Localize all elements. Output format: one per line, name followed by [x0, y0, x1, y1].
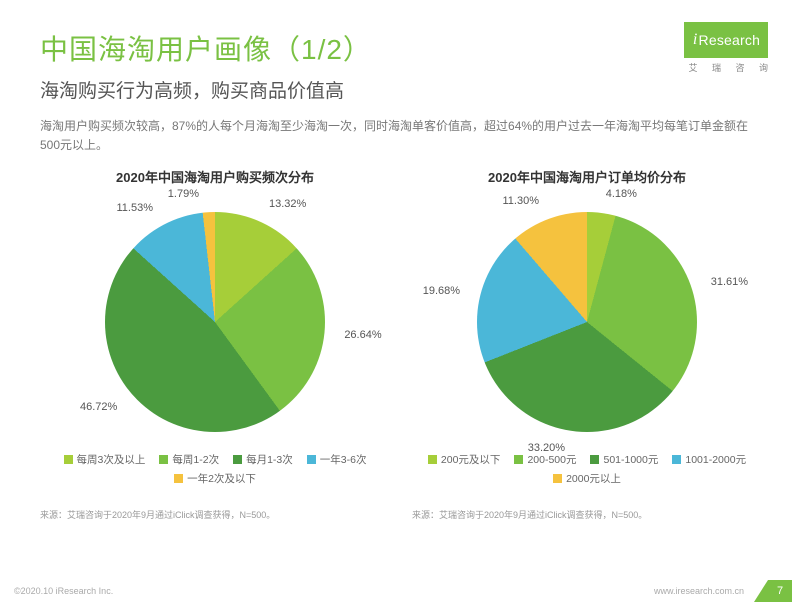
page-title: 中国海淘用户画像（1/2） [40, 28, 762, 68]
chart2-pie [477, 212, 697, 432]
source-row: 来源：艾瑞咨询于2020年9月通过iClick调查获得，N=500。 来源：艾瑞… [40, 496, 762, 521]
legend-label: 每月1-3次 [246, 452, 293, 467]
legend-swatch [64, 455, 73, 464]
chart1-pie [105, 212, 325, 432]
pie-slice-label: 11.30% [502, 195, 539, 207]
pie-slice-label: 33.20% [528, 442, 565, 454]
legend-swatch [553, 474, 562, 483]
chart2-pie-wrap: 4.18%31.61%33.20%19.68%11.30% [457, 192, 717, 452]
logo-subtext: 艾 瑞 咨 询 [684, 61, 774, 74]
legend-swatch [159, 455, 168, 464]
legend-swatch [307, 455, 316, 464]
chart2-source: 来源：艾瑞咨询于2020年9月通过iClick调查获得，N=500。 [412, 508, 762, 521]
legend-label: 每周1-2次 [172, 452, 219, 467]
pie-slice-label: 19.68% [423, 285, 460, 297]
footer-copyright: ©2020.10 iResearch Inc. [14, 586, 113, 596]
chart-frequency: 2020年中国海淘用户购买频次分布 13.32%26.64%46.72%11.5… [40, 167, 390, 486]
chart1-legend: 每周3次及以上 每周1-2次 每月1-3次 一年3-6次一年2次及以下 [40, 452, 390, 486]
legend-item: 一年3-6次 [307, 452, 367, 467]
chart-order-value: 2020年中国海淘用户订单均价分布 4.18%31.61%33.20%19.68… [412, 167, 762, 486]
legend-item: 200元及以下 [428, 452, 501, 467]
pie-slice-label: 26.64% [344, 329, 381, 341]
chart2-title: 2020年中国海淘用户订单均价分布 [412, 167, 762, 186]
legend-item: 每周3次及以上 [64, 452, 146, 467]
legend-label: 一年3-6次 [320, 452, 367, 467]
brand-logo: iResearch 艾 瑞 咨 询 [684, 22, 774, 74]
pie-slice-label: 31.61% [711, 276, 748, 288]
slide-footer: ©2020.10 iResearch Inc. www.iresearch.co… [0, 580, 802, 602]
legend-item: 200-500元 [514, 452, 576, 467]
page-number: 7 [768, 580, 792, 602]
legend-swatch [672, 455, 681, 464]
page-subtitle: 海淘购买行为高频，购买商品价值高 [40, 76, 762, 103]
logo-i: i [693, 31, 698, 49]
logo-box: iResearch [684, 22, 768, 58]
page-description: 海淘用户购买频次较高，87%的人每个月海淘至少海淘一次，同时海淘单客价值高，超过… [40, 117, 760, 155]
legend-swatch [174, 474, 183, 483]
footer-domain: www.iresearch.com.cn [654, 586, 744, 596]
pie-slice-label: 13.32% [269, 198, 306, 210]
pie-slice-label: 11.53% [116, 202, 153, 214]
legend-swatch [514, 455, 523, 464]
pie-slice-label: 4.18% [606, 188, 637, 200]
slide-page: iResearch 艾 瑞 咨 询 中国海淘用户画像（1/2） 海淘购买行为高频… [0, 0, 802, 602]
legend-label: 一年2次及以下 [187, 471, 256, 486]
legend-label: 2000元以上 [566, 471, 621, 486]
legend-item: 每周1-2次 [159, 452, 219, 467]
charts-row: 2020年中国海淘用户购买频次分布 13.32%26.64%46.72%11.5… [40, 167, 762, 486]
legend-swatch [233, 455, 242, 464]
chart1-pie-wrap: 13.32%26.64%46.72%11.53%1.79% [85, 192, 345, 452]
legend-swatch [590, 455, 599, 464]
legend-label: 200-500元 [527, 452, 576, 467]
page-number-triangle [754, 580, 768, 602]
pie-slice-label: 1.79% [168, 188, 199, 200]
legend-item: 2000元以上 [553, 471, 621, 486]
footer-right: www.iresearch.com.cn 7 [654, 580, 792, 602]
legend-swatch [428, 455, 437, 464]
logo-text: Research [699, 32, 761, 48]
legend-item: 一年2次及以下 [174, 471, 256, 486]
legend-item: 每月1-3次 [233, 452, 293, 467]
legend-label: 501-1000元 [603, 452, 658, 467]
legend-label: 每周3次及以上 [77, 452, 146, 467]
legend-item: 501-1000元 [590, 452, 658, 467]
chart1-title: 2020年中国海淘用户购买频次分布 [40, 167, 390, 186]
legend-label: 200元及以下 [441, 452, 501, 467]
chart2-legend: 200元及以下 200-500元 501-1000元 1001-2000元 2000元以… [412, 452, 762, 486]
legend-label: 1001-2000元 [685, 452, 746, 467]
pie-slice-label: 46.72% [80, 401, 117, 413]
chart1-source: 来源：艾瑞咨询于2020年9月通过iClick调查获得，N=500。 [40, 508, 390, 521]
legend-item: 1001-2000元 [672, 452, 746, 467]
